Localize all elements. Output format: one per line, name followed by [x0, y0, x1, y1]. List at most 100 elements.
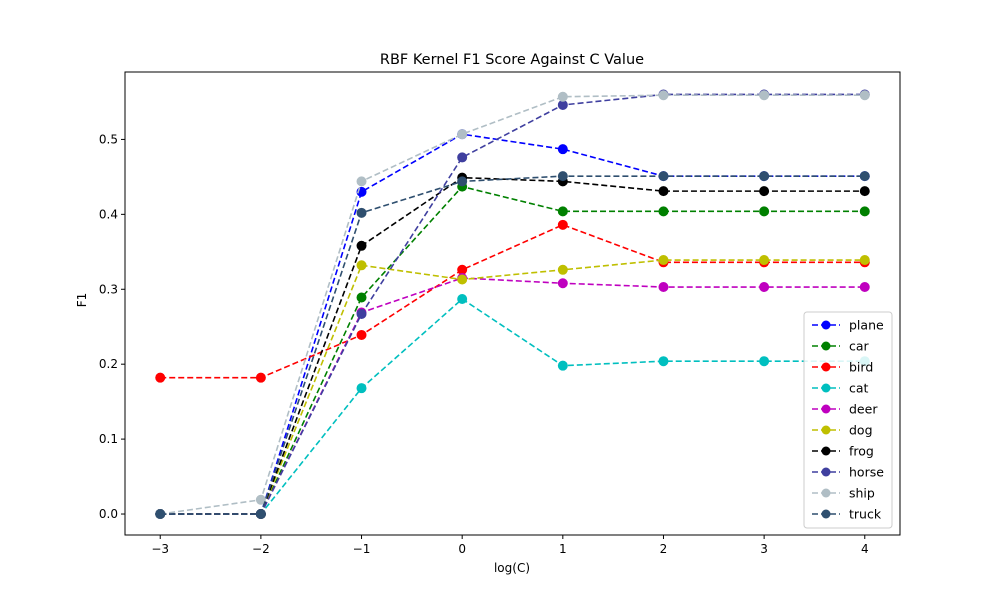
data-point-deer [759, 282, 770, 293]
data-point-ship [457, 129, 468, 140]
data-point-dog [859, 255, 870, 266]
data-point-truck [859, 171, 870, 182]
data-point-frog [658, 186, 669, 197]
legend-label-dog: dog [849, 423, 873, 438]
legend-marker-plane [821, 320, 831, 330]
legend-label-horse: horse [849, 465, 884, 480]
data-point-ship [859, 90, 870, 101]
legend-marker-frog [821, 446, 831, 456]
y-tick-label: 0.5 [99, 132, 118, 146]
series-line-plane [160, 133, 865, 515]
data-point-bird [155, 372, 166, 383]
x-tick-label: −2 [252, 542, 270, 556]
legend-box [803, 311, 893, 529]
data-point-cat [356, 383, 367, 394]
plot-area: −3 −2 −1 0 1 2 3 4 0.0 0.1 0.2 0.3 0.4 0.5 [99, 71, 901, 556]
data-point-deer [658, 282, 669, 293]
data-point-cat [759, 356, 770, 367]
data-point-bird [457, 264, 468, 275]
data-point-ship [759, 90, 770, 101]
x-tick-label: 0 [458, 542, 466, 556]
data-point-bird [356, 329, 367, 340]
data-point-cat [457, 294, 468, 305]
legend-label-car: car [849, 339, 870, 354]
series-line-deer [160, 277, 865, 515]
x-tick-label: −3 [151, 542, 169, 556]
data-point-dog [557, 264, 568, 275]
data-point-bird [557, 219, 568, 230]
data-point-deer [859, 282, 870, 293]
data-point-truck [658, 171, 669, 182]
y-tick-label: 0.1 [99, 432, 118, 446]
data-point-ship [557, 91, 568, 102]
data-point-truck [457, 176, 468, 187]
data-point-frog [759, 186, 770, 197]
y-tick-label: 0.3 [99, 282, 118, 296]
data-point-bird [255, 372, 266, 383]
legend-marker-cat [821, 383, 831, 393]
data-point-dog [759, 255, 770, 266]
legend-label-cat: cat [849, 381, 869, 396]
data-point-deer [557, 278, 568, 289]
legend-label-frog: frog [849, 444, 874, 459]
data-point-dog [457, 274, 468, 285]
data-point-truck [255, 509, 266, 520]
data-point-ship [658, 90, 669, 101]
plot-frame [124, 71, 901, 536]
y-axis-label: F1 [75, 293, 89, 308]
data-point-car [859, 206, 870, 217]
data-point-dog [356, 260, 367, 271]
series-line-car [160, 185, 865, 515]
series-line-dog [160, 259, 865, 515]
series-line-ship [160, 94, 865, 515]
y-tick-label: 0.2 [99, 357, 118, 371]
x-axis-label: log(C) [494, 561, 530, 575]
data-point-truck [557, 171, 568, 182]
series-line-cat [160, 297, 865, 515]
data-point-truck [356, 207, 367, 218]
y-tick-label: 0.0 [99, 507, 118, 521]
legend-marker-car [821, 341, 831, 351]
legend-marker-bird [821, 362, 831, 372]
data-point-plane [557, 144, 568, 155]
data-point-cat [557, 360, 568, 371]
data-point-truck [759, 171, 770, 182]
x-tick-label: 3 [760, 542, 768, 556]
data-point-car [356, 292, 367, 303]
legend-label-plane: plane [849, 318, 884, 333]
data-point-dog [658, 255, 669, 266]
series-line-truck [160, 175, 865, 515]
data-point-car [658, 206, 669, 217]
legend-marker-deer [821, 404, 831, 414]
data-point-frog [859, 186, 870, 197]
x-tick-label: −1 [353, 542, 371, 556]
data-point-horse [557, 99, 568, 110]
series-line-horse [160, 93, 865, 515]
legend-label-ship: ship [849, 486, 875, 501]
legend-marker-truck [821, 509, 831, 519]
series-line-frog [160, 176, 865, 515]
data-point-car [759, 206, 770, 217]
legend-marker-dog [821, 425, 831, 435]
legend-label-bird: bird [849, 360, 873, 375]
data-point-truck [155, 509, 166, 520]
data-point-horse [457, 152, 468, 163]
data-point-ship [255, 494, 266, 505]
legend: plane car bird cat deer dog frog horse ship truck [803, 311, 893, 529]
series-line-bird [160, 223, 865, 379]
legend-marker-horse [821, 467, 831, 477]
data-point-horse [356, 308, 367, 319]
x-tick-label: 4 [861, 542, 869, 556]
y-tick-label: 0.4 [99, 207, 118, 221]
legend-label-deer: deer [849, 402, 878, 417]
x-tick-label: 1 [559, 542, 567, 556]
x-tick-label: 2 [660, 542, 668, 556]
data-point-car [557, 206, 568, 217]
chart-title: RBF Kernel F1 Score Against C Value [380, 52, 644, 68]
data-point-ship [356, 176, 367, 187]
legend-label-truck: truck [849, 507, 882, 522]
legend-marker-ship [821, 488, 831, 498]
data-point-cat [658, 356, 669, 367]
